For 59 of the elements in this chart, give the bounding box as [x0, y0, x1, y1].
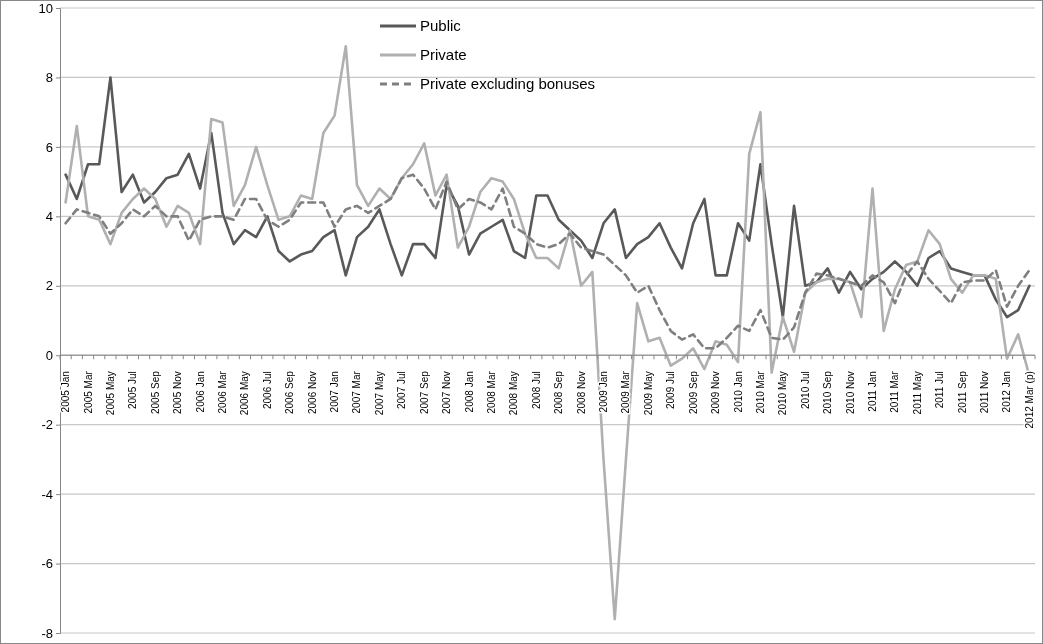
y-tick-label: 8 [45, 70, 53, 86]
y-tick-label: 0 [45, 347, 53, 363]
x-tick-label: 2009 Jul [665, 371, 677, 410]
x-tick-label: 2010 Jul [799, 371, 811, 410]
x-tick-label: 2012 Mar (p) [1023, 371, 1035, 429]
x-tick-label: 2010 Mar [754, 370, 766, 414]
x-tick-label: 2007 Sep [418, 370, 430, 415]
x-tick-label: 2005 Mar [82, 370, 94, 414]
x-tick-label: 2009 Jan [598, 371, 610, 413]
x-tick-label: 2011 Mar [889, 370, 901, 413]
x-tick-label: 2006 Jan [194, 371, 206, 413]
line-series [64, 76, 1031, 319]
x-tick-label: 2006 Nov [306, 371, 318, 415]
x-tick-label: 2010 Sep [822, 370, 834, 415]
line-series [64, 173, 1031, 350]
x-tick-label: 2006 May [239, 371, 251, 416]
x-tick-label: 2006 Mar [217, 370, 228, 414]
x-tick-label: 2009 Mar [620, 370, 632, 414]
x-tick-label: 2011 Sep [956, 370, 968, 414]
x-tick-label: 2007 Jul [396, 371, 408, 410]
x-tick-label: 2006 Jul [261, 371, 273, 410]
y-tick-label: -4 [41, 486, 53, 502]
x-tick-label: 2006 Sep [284, 370, 296, 415]
x-tick-label: 2005 May [104, 371, 116, 416]
x-tick-label: 2008 Nov [575, 371, 587, 415]
y-tick-label: 4 [45, 208, 53, 224]
legend-label: Private [420, 46, 467, 64]
x-tick-label: 2012 Jan [1001, 371, 1013, 413]
y-tick-label: -6 [41, 556, 53, 572]
x-tick-label: 2008 Mar [485, 370, 497, 414]
x-tick-label: 2011 May [911, 371, 923, 415]
y-tick-label: 10 [38, 0, 53, 16]
x-tick-label: 2010 May [777, 371, 789, 416]
x-tick-label: 2008 Jan [463, 371, 475, 413]
y-tick-label: -8 [41, 625, 53, 641]
x-tick-label: 2011 Nov [979, 371, 991, 414]
x-tick-label: 2005 Jan [60, 371, 72, 413]
x-tick-label: 2008 Jul [530, 371, 542, 410]
legend-label: Public [420, 17, 462, 35]
x-tick-label: 2009 Nov [710, 371, 722, 415]
x-tick-label: 2010 Nov [844, 371, 856, 415]
x-tick-label: 2005 Jul [127, 371, 139, 410]
y-tick-label: 2 [45, 278, 53, 294]
x-tick-label: 2007 May [373, 371, 385, 416]
x-tick-label: 2007 Nov [441, 371, 453, 415]
legend-label: Private excluding bonuses [420, 75, 596, 93]
x-tick-label: 2011 Jan [867, 371, 878, 412]
y-tick-label: -2 [41, 417, 53, 433]
x-tick-label: 2005 Sep [149, 370, 161, 415]
x-tick-label: 2005 Nov [172, 371, 184, 415]
x-tick-label: 2007 Jan [329, 371, 341, 413]
x-tick-label: 2008 Sep [553, 370, 565, 415]
x-tick-label: 2010 Jan [732, 371, 744, 413]
x-tick-label: 2009 May [642, 371, 654, 416]
y-tick-label: 6 [45, 139, 53, 155]
x-tick-label: 2011 Jul [934, 371, 946, 409]
x-tick-label: 2007 Mar [351, 370, 363, 414]
x-tick-label: 2009 Sep [687, 370, 699, 415]
x-tick-label: 2008 May [508, 371, 520, 416]
